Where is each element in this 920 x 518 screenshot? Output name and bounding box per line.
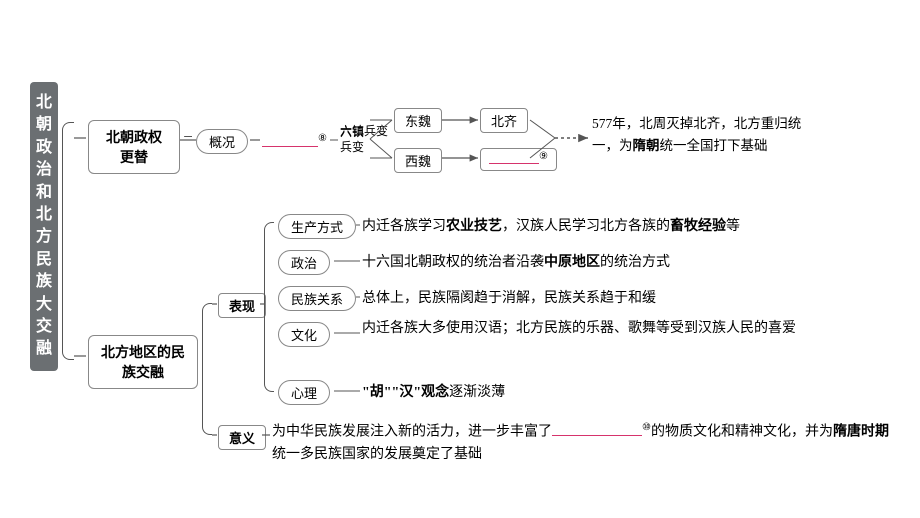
row5-label: 心理 [278,380,330,405]
overview-label: 概况 [196,129,248,154]
row3-label: 民族关系 [278,286,356,311]
row4-label: 文化 [278,322,330,347]
blank9-box: ⑨ [480,148,557,171]
east-wei-box: 东魏 [394,108,442,133]
significance-text: 为中华民族发展注入新的活力，进一步丰富了⑩的物质文化和精神文化，并为隋唐时期统一… [272,420,902,466]
significance-label: 意义 [218,425,266,450]
row2-text: 十六国北朝政权的统治者沿袭中原地区的统治方式 [362,252,670,274]
aspect-label: 表现 [218,293,266,318]
split-label-line2: 兵变 [340,138,364,155]
row1-label: 生产方式 [278,214,356,239]
section2-title: 北方地区的民族交融 [88,335,198,389]
section1-title: 北朝政权更替 [88,120,180,174]
row4-text: 内迁各族大多使用汉语；北方民族的乐器、歌舞等受到汉族人民的喜爱 [362,318,892,340]
root-title: 北朝政治和北方民族大交融 [30,82,58,371]
row5-text: "胡""汉"观念逐渐淡薄 [362,382,505,404]
north-qi-box: 北齐 [480,108,528,133]
west-wei-box: 西魏 [394,148,442,173]
section1-conclusion: 577年，北周灭掉北齐，北方重归统 一，为隋朝统一全国打下基础 [592,113,902,156]
row3-text: 总体上，民族隔阂趋于消解，民族关系趋于和缓 [362,288,656,310]
blank8: ⑧ [262,131,327,155]
aspect-bracket [264,222,274,392]
section1-bracket [184,136,192,137]
row2-label: 政治 [278,250,330,275]
row1-text: 内迁各族学习农业技艺，汉族人民学习北方各族的畜牧经验等 [362,216,740,238]
root-bracket [62,122,74,360]
section2-bracket [202,303,212,435]
